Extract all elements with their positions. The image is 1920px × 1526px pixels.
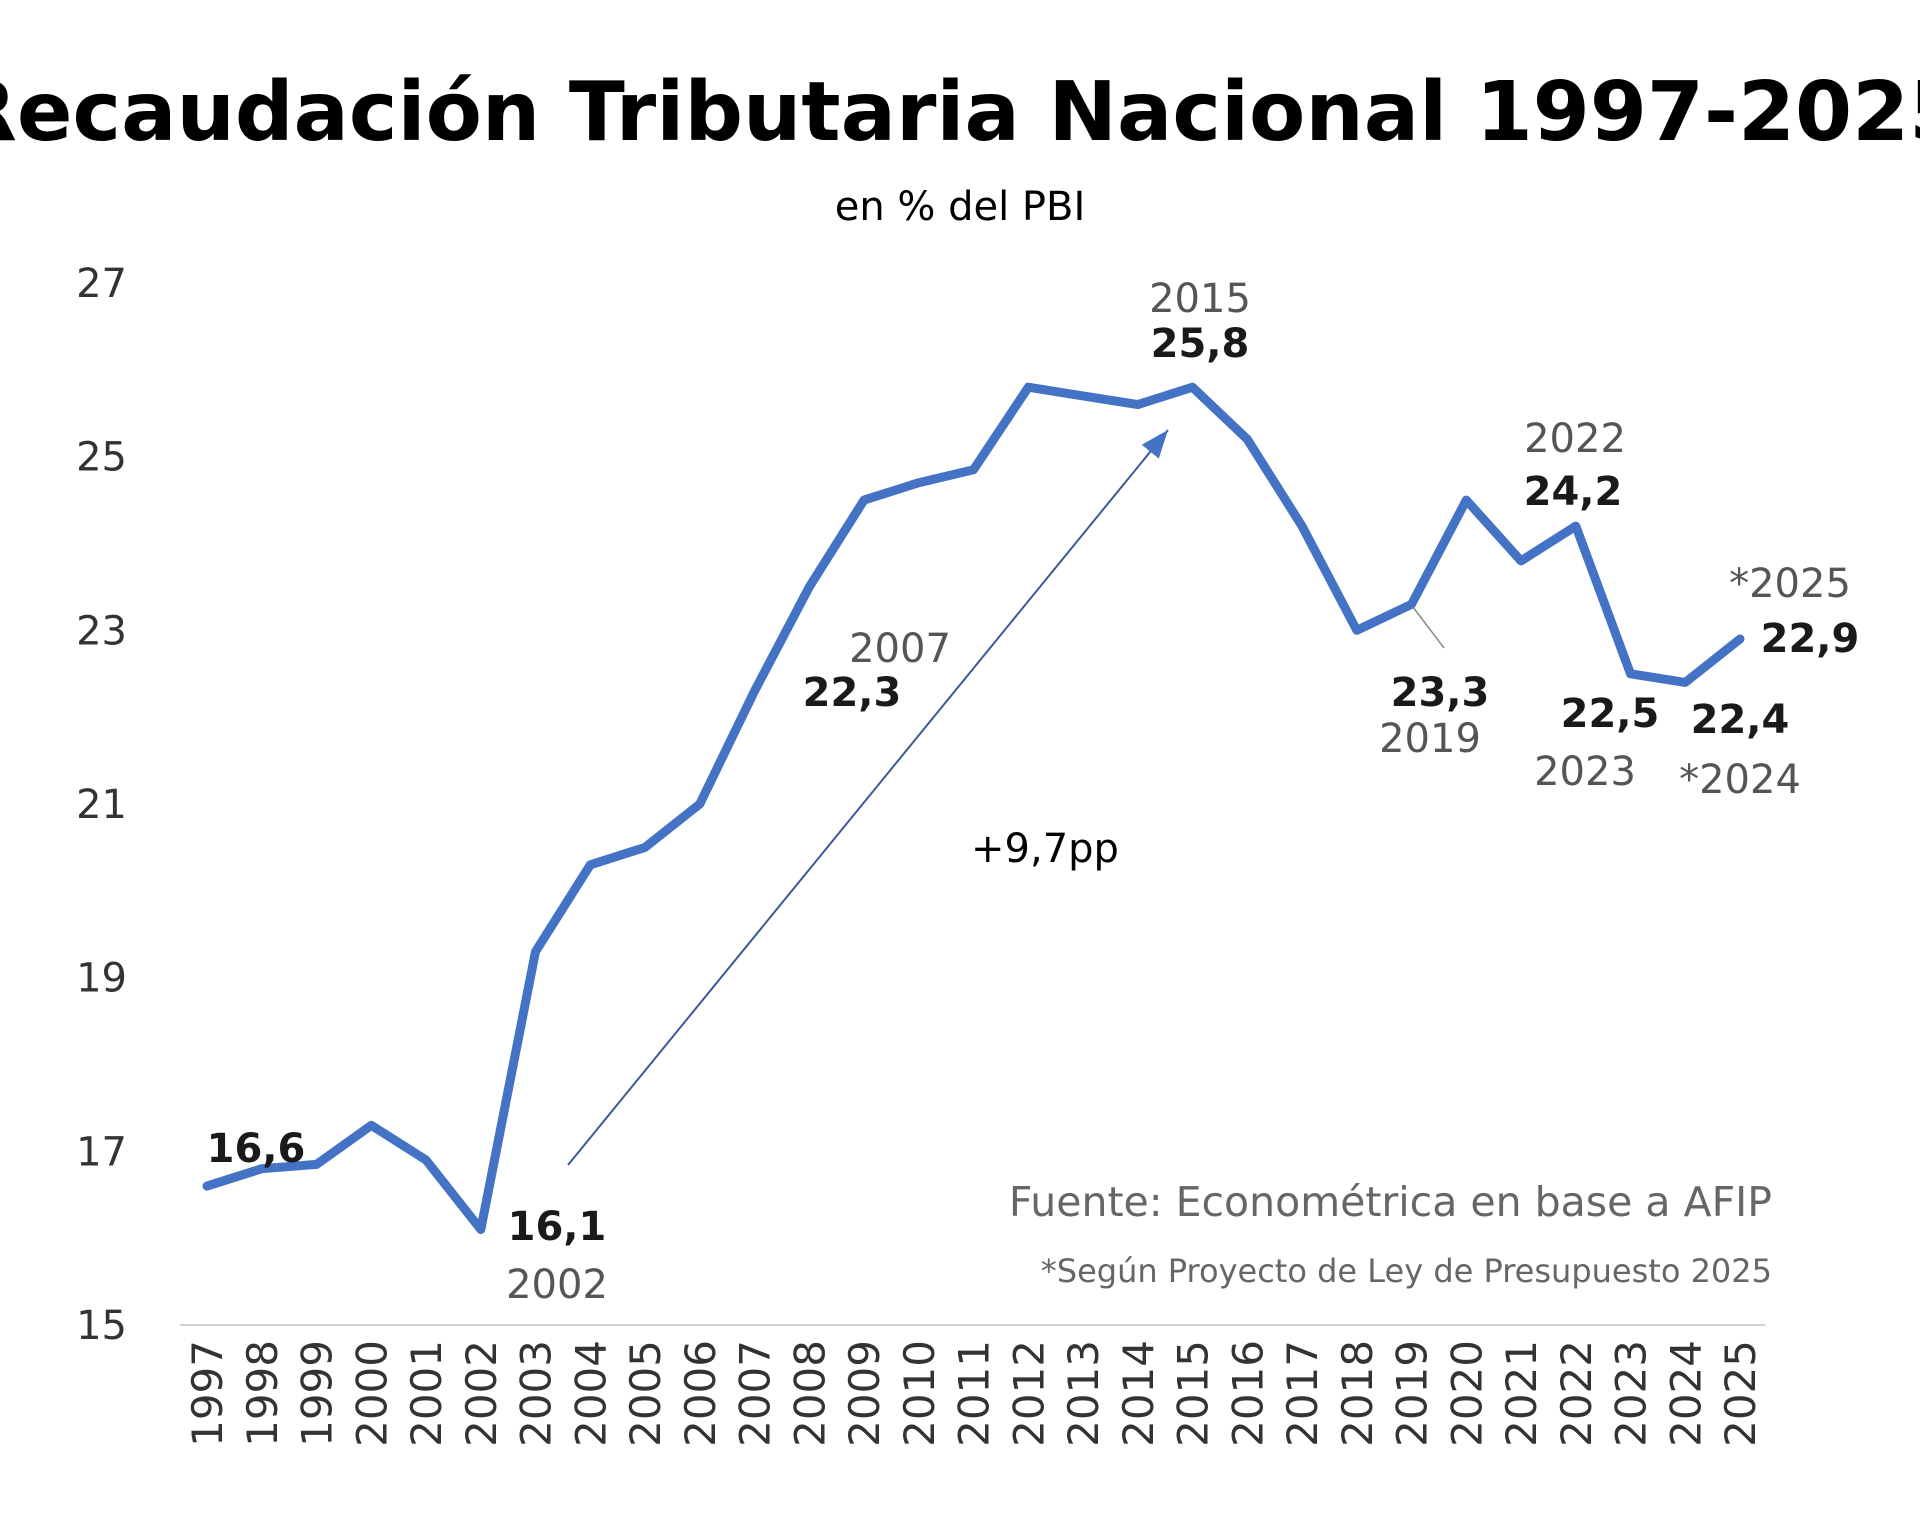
x-tick-label: 2018	[1333, 1340, 1382, 1447]
arrow-head	[1141, 430, 1168, 459]
source-note: Fuente: Econométrica en base a AFIP	[1009, 1178, 1772, 1226]
data-point	[641, 843, 649, 852]
data-point	[586, 860, 595, 869]
year-label: *2025	[1729, 561, 1851, 607]
footnote: *Según Proyecto de Ley de Presupuesto 20…	[1041, 1252, 1772, 1290]
chart-subtitle: en % del PBI	[835, 184, 1086, 230]
year-label: 2007	[849, 626, 951, 672]
x-tick-label: 2001	[402, 1340, 451, 1447]
data-point	[257, 1164, 266, 1173]
data-point	[203, 1182, 211, 1191]
data-point	[1243, 435, 1252, 444]
x-tick-label: 2011	[950, 1340, 999, 1447]
data-point	[1079, 391, 1087, 400]
data-point	[1571, 522, 1580, 531]
y-tick-label: 23	[76, 608, 127, 654]
data-point	[860, 496, 868, 505]
year-label: 2019	[1379, 716, 1481, 762]
x-tick-label: 2022	[1552, 1340, 1601, 1447]
data-point	[1188, 383, 1197, 392]
x-tick-label: 1998	[238, 1340, 287, 1447]
data-point	[1407, 600, 1416, 609]
year-label: 2022	[1524, 416, 1626, 462]
data-point	[1517, 556, 1525, 565]
data-point	[531, 947, 540, 956]
data-point	[750, 687, 759, 696]
series	[202, 382, 1745, 1234]
x-tick-label: 2021	[1497, 1340, 1546, 1447]
arrow-label: +9,7pp	[971, 826, 1119, 872]
x-tick-label: 2025	[1716, 1340, 1765, 1447]
value-label: 25,8	[1151, 321, 1250, 367]
value-label: 16,1	[508, 1204, 607, 1250]
value-label: 16,6	[207, 1126, 306, 1172]
data-point	[805, 582, 814, 591]
data-point	[1462, 496, 1471, 505]
y-axis: 15 17 19 21 23 25 27	[76, 261, 127, 1349]
year-label: 2015	[1149, 276, 1251, 322]
leader-line	[1412, 606, 1445, 649]
x-tick-label: 2008	[785, 1340, 834, 1447]
y-tick-label: 21	[76, 782, 127, 828]
y-tick-label: 25	[76, 435, 127, 481]
data-point	[367, 1121, 376, 1130]
x-tick-label: 2005	[621, 1340, 670, 1447]
y-tick-label: 15	[76, 1303, 127, 1349]
x-tick-label: 2020	[1442, 1340, 1491, 1447]
x-tick-label: 2015	[1169, 1340, 1218, 1447]
x-tick-label: 2006	[676, 1340, 725, 1447]
x-tick-label: 2002	[457, 1340, 506, 1447]
x-tick-label: 2007	[731, 1340, 780, 1447]
data-point	[914, 478, 923, 487]
x-tick-label: 1999	[293, 1340, 342, 1447]
data-point	[1736, 635, 1744, 644]
x-axis: 1997 1998 1999 2000 2001 2002 2003 2004 2005 2006…	[183, 1340, 1765, 1447]
value-label: 23,3	[1391, 670, 1490, 716]
x-tick-label: 2000	[347, 1340, 396, 1447]
value-label: 24,2	[1524, 469, 1623, 515]
growth-arrow: +9,7pp	[567, 429, 1169, 1166]
data-point	[1298, 522, 1306, 531]
x-tick-label: 2009	[840, 1340, 889, 1447]
x-tick-label: 2023	[1607, 1340, 1656, 1447]
data-point	[1024, 383, 1033, 392]
x-tick-label: 2010	[895, 1340, 944, 1447]
x-tick-label: 2017	[1278, 1340, 1327, 1447]
value-label: 22,4	[1691, 697, 1790, 743]
y-tick-label: 17	[76, 1129, 127, 1175]
value-label: 22,5	[1561, 691, 1660, 737]
x-tick-label: 1997	[183, 1340, 232, 1447]
x-tick-label: 2016	[1223, 1340, 1272, 1447]
x-tick-label: 2013	[1059, 1340, 1108, 1447]
year-label: 2002	[506, 1262, 608, 1308]
data-point	[1352, 626, 1361, 635]
x-tick-label: 2024	[1661, 1340, 1710, 1447]
x-tick-label: 2012	[1004, 1340, 1053, 1447]
x-tick-label: 2004	[566, 1340, 615, 1447]
data-point	[476, 1225, 485, 1234]
chart-title: Recaudación Tributaria Nacional 1997-202…	[0, 65, 1920, 160]
year-label: 2023	[1534, 749, 1636, 795]
data-point	[1681, 678, 1690, 687]
data-point	[1626, 669, 1635, 678]
y-tick-label: 19	[76, 956, 127, 1002]
x-tick-label: 2003	[512, 1340, 561, 1447]
arrow-line	[567, 429, 1169, 1166]
value-label: 22,9	[1761, 616, 1860, 662]
data-point	[695, 800, 704, 808]
data-point	[312, 1160, 321, 1169]
data-point	[1133, 400, 1142, 409]
x-tick-label: 2019	[1388, 1340, 1437, 1447]
x-tick-label: 2014	[1114, 1340, 1163, 1447]
y-tick-label: 27	[76, 261, 127, 307]
data-point	[969, 465, 978, 474]
series-line	[202, 382, 1745, 1234]
data-point	[422, 1156, 430, 1165]
year-label: *2024	[1679, 757, 1801, 803]
value-label: 22,3	[803, 670, 902, 716]
